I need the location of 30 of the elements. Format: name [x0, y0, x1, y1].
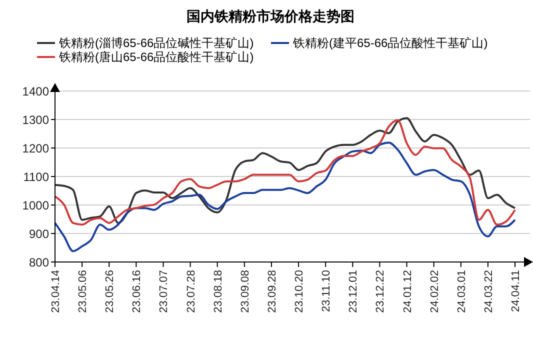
y-tick-label: 800	[28, 255, 50, 270]
y-tick-label: 1100	[23, 170, 50, 184]
chart-title: 国内铁精粉市场价格走势图	[186, 8, 356, 26]
x-tick-label: 23.09.08	[239, 270, 252, 313]
y-tick-label: 1000	[22, 198, 50, 212]
legend-label: 铁精粉(淄博65-66品位碱性干基矿山)	[59, 36, 254, 50]
line-series	[54, 142, 516, 252]
x-tick-label: 23.07.07	[158, 270, 170, 313]
y-tick-label: 900	[28, 226, 50, 241]
x-tick-label: 23.06.16	[131, 270, 144, 313]
x-tick-label: 24.03.22	[482, 270, 495, 313]
x-tick-label: 23.09.28	[266, 270, 278, 313]
x-tick-label: 24.02.02	[428, 270, 441, 313]
x-tick-label: 23.10.20	[294, 270, 306, 313]
x-tick-label: 23.08.18	[212, 270, 224, 313]
x-tick-label: 24.01.12	[402, 270, 414, 313]
x-tick-label: 24.04.11	[510, 270, 522, 312]
x-tick-label: 24.03.01	[456, 270, 468, 313]
x-tick-label: 23.07.28	[185, 270, 198, 313]
x-tick-label: 23.12.22	[374, 270, 387, 313]
legend-label: 铁精粉(建平65-66品位酸性干基矿山)	[293, 36, 488, 50]
x-tick-label: 23.12.01	[348, 270, 360, 313]
y-tick-label: 1400	[22, 84, 50, 98]
x-tick-label: 23.05.26	[104, 270, 116, 313]
y-tick-label: 1300	[22, 112, 50, 127]
legend-label: 铁精粉(唐山65-66品位酸性干基矿山)	[59, 50, 254, 64]
x-tick-label: 23.05.06	[77, 270, 90, 313]
x-tick-label: 23.04.14	[50, 270, 62, 313]
x-tick-label: 23.11.10	[320, 270, 333, 312]
y-tick-label: 1200	[22, 141, 50, 156]
